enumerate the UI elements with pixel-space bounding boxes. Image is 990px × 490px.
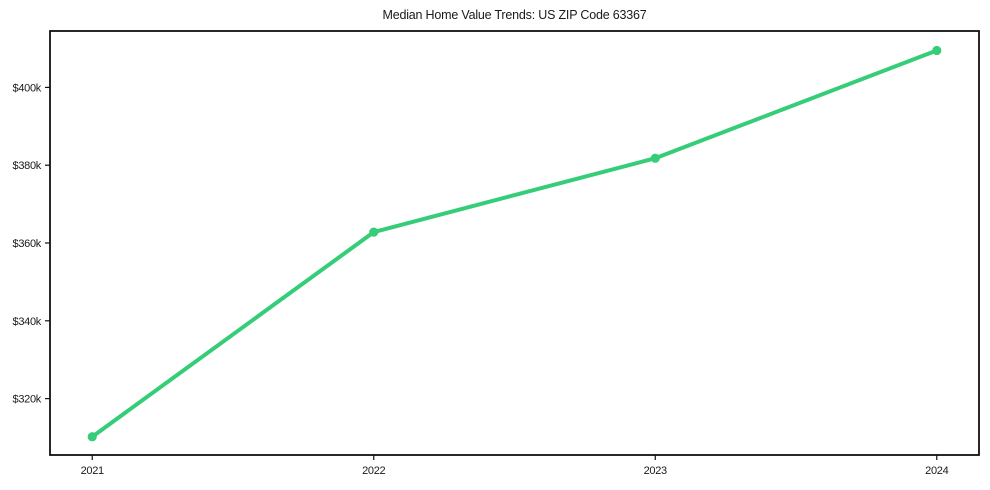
x-tick-label: 2024 xyxy=(925,465,948,477)
x-tick-label: 2021 xyxy=(81,465,104,477)
x-tick-label: 2023 xyxy=(644,465,667,477)
data-point-marker xyxy=(87,432,97,442)
trend-line xyxy=(90,48,939,439)
x-tick-label: 2022 xyxy=(362,465,385,477)
y-tick-label: $340k xyxy=(13,316,42,328)
y-tick-label: $320k xyxy=(13,394,42,406)
y-tick-label: $380k xyxy=(13,160,42,172)
chart-title: Median Home Value Trends: US ZIP Code 63… xyxy=(382,8,647,22)
y-tick-label: $360k xyxy=(13,238,42,250)
data-point-marker xyxy=(369,227,379,237)
y-tick-label: $400k xyxy=(13,82,42,94)
axes-border xyxy=(49,30,980,456)
data-point-marker xyxy=(932,45,942,56)
data-point-marker xyxy=(650,153,660,163)
